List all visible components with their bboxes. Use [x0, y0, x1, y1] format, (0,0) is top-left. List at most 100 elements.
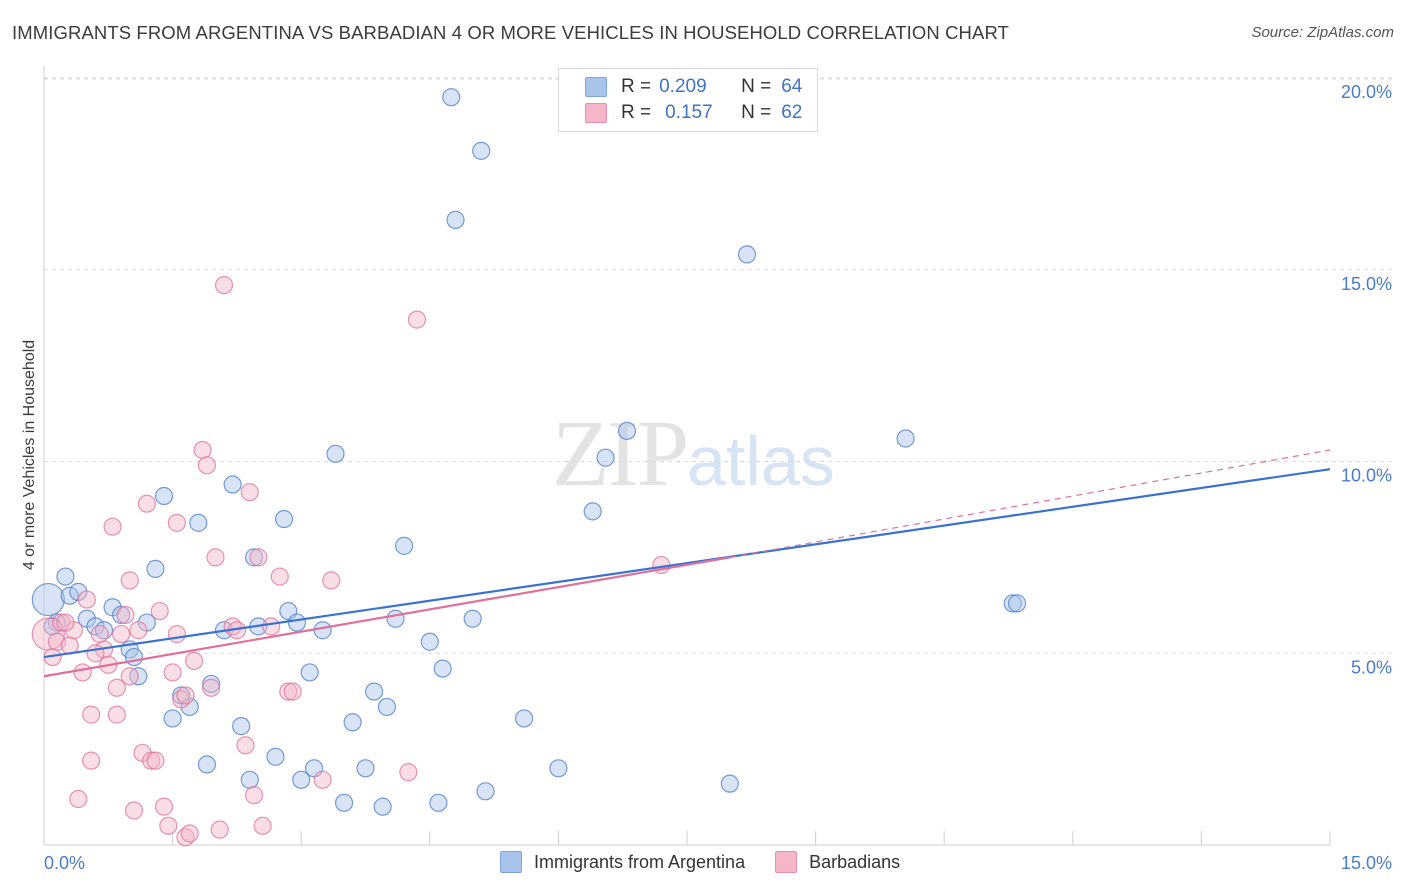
point-barbadians [176, 686, 195, 705]
point-argentina [549, 759, 568, 778]
point-barbadians [167, 624, 186, 644]
point-barbadians [73, 663, 92, 682]
point-barbadians [56, 613, 75, 632]
legend-row-barbadians: R = 0.157 N = 62 [585, 101, 802, 125]
legend-swatch-argentina [500, 851, 522, 873]
legend-n-value: 62 [781, 102, 803, 123]
point-barbadians [69, 789, 88, 809]
legend-label-argentina: Immigrants from Argentina [534, 851, 746, 872]
watermark: ZIPatlas [552, 400, 835, 508]
point-barbadians [107, 678, 126, 697]
legend-item-argentina[interactable]: Immigrants from Argentina [500, 851, 745, 873]
point-argentina [189, 513, 208, 532]
point-argentina [287, 613, 307, 632]
point-barbadians [137, 494, 156, 513]
point-argentina [326, 444, 345, 463]
point-barbadians [124, 801, 144, 820]
point-argentina [232, 717, 251, 736]
point-barbadians [146, 751, 165, 770]
legend-r-label: R = [621, 76, 652, 97]
legend-row-argentina: R = 0.209 N = 64 [585, 75, 802, 99]
y-tick-label: 5.0% [1351, 657, 1392, 677]
point-argentina [617, 421, 637, 440]
tick-labels: 5.0% 10.0% 15.0% 20.0% 0.0% 15.0% [44, 82, 1392, 873]
y-tick-label: 20.0% [1341, 82, 1392, 102]
point-barbadians [180, 824, 199, 843]
point-argentina [420, 632, 439, 651]
point-argentina [1007, 594, 1027, 613]
point-barbadians [107, 705, 126, 724]
legend-r-value: 0.209 [659, 76, 707, 97]
point-argentina [223, 475, 242, 494]
point-barbadians [77, 590, 96, 609]
point-argentina [442, 88, 461, 107]
grid [44, 77, 1392, 654]
chart-title: IMMIGRANTS FROM ARGENTINA VS BARBADIAN 4… [12, 22, 1009, 43]
point-argentina [583, 502, 602, 521]
point-barbadians [262, 617, 281, 636]
legend-label-barbadians: Barbadians [809, 851, 901, 872]
point-barbadians [163, 663, 182, 682]
point-barbadians [214, 275, 234, 295]
point-argentina [377, 697, 397, 717]
point-argentina [154, 486, 174, 506]
point-barbadians [150, 601, 169, 621]
point-barbadians [202, 678, 221, 697]
point-argentina [266, 747, 285, 766]
point-argentina [334, 793, 354, 812]
trend-lines [43, 449, 1331, 678]
point-barbadians [197, 456, 216, 475]
point-barbadians [86, 644, 105, 663]
point-barbadians [322, 571, 341, 590]
point-argentina [373, 797, 392, 816]
y-tick-label: 15.0% [1341, 274, 1392, 294]
point-argentina [720, 774, 739, 793]
axes [43, 66, 1331, 846]
y-tick-label: 10.0% [1341, 466, 1392, 486]
point-barbadians [103, 517, 122, 536]
point-barbadians [249, 548, 268, 567]
point-barbadians [283, 682, 302, 701]
legend-item-barbadians[interactable]: Barbadians [775, 851, 900, 873]
legend-swatch-barbadians [585, 103, 607, 123]
point-barbadians [206, 548, 225, 567]
legend-n-label: N = [741, 76, 772, 97]
x-tick-label: 15.0% [1341, 853, 1392, 873]
point-argentina [356, 759, 375, 778]
point-argentina [202, 674, 221, 694]
point-argentina [364, 682, 384, 701]
point-barbadians [82, 705, 101, 724]
legend-swatch-barbadians [775, 851, 798, 873]
point-argentina [896, 429, 915, 448]
point-barbadians [116, 605, 135, 625]
point-argentina [274, 509, 294, 529]
point-barbadians [236, 736, 255, 755]
point-barbadians [244, 786, 264, 805]
point-argentina [124, 647, 144, 667]
point-barbadians [270, 567, 289, 586]
point-argentina [1003, 594, 1022, 613]
legend-swatch-argentina [585, 77, 607, 97]
point-argentina [476, 782, 495, 801]
point-argentina [343, 713, 362, 732]
point-argentina [292, 770, 311, 789]
trend-line-barbadians-extension [729, 449, 1331, 558]
point-argentina [163, 709, 182, 728]
point-barbadians [253, 816, 272, 835]
point-argentina [244, 548, 264, 567]
point-barbadians [184, 651, 204, 671]
series-legend: Immigrants from Argentina Barbadians [500, 851, 930, 873]
point-argentina [429, 793, 448, 812]
point-barbadians [407, 310, 427, 329]
point-barbadians [167, 513, 186, 532]
point-argentina [446, 210, 465, 229]
source-label: Source: ZipAtlas.com [1251, 24, 1394, 41]
point-argentina [463, 609, 482, 628]
point-barbadians [142, 751, 161, 770]
point-argentina [596, 448, 615, 467]
point-barbadians [129, 621, 148, 640]
point-barbadians [154, 797, 174, 816]
trend-line-argentina [43, 468, 1331, 659]
point-argentina [60, 586, 79, 605]
